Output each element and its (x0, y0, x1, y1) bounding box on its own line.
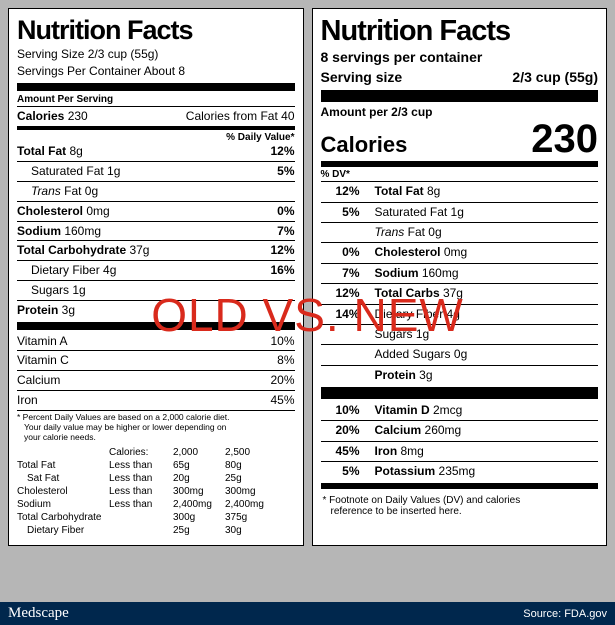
new-footnote: * Footnote on Daily Values (DV) and calo… (321, 491, 599, 521)
old-footnote: * Percent Daily Values are based on a 2,… (17, 412, 295, 443)
footer-bar: Medscape Source: FDA.gov (0, 602, 615, 625)
vitamin-row: 20%Calcium 260mg (321, 422, 599, 439)
divider (17, 106, 295, 107)
guide-row: Sat FatLess than20g25g (17, 472, 295, 485)
nutrient-row: 12%Total Carbs 37g (321, 285, 599, 302)
divider (17, 83, 295, 91)
new-nutrient-rows: 12%Total Fat 8g 5%Saturated Fat 1g Trans F… (321, 183, 599, 384)
old-servings-per: Servings Per Container About 8 (17, 63, 295, 80)
new-calories-row: Calories 230 (321, 119, 599, 159)
divider (321, 161, 599, 167)
new-servings-per: 8 servings per container (321, 48, 599, 68)
old-serving-size: Serving Size 2/3 cup (55g) (17, 46, 295, 63)
guide-row: Dietary Fiber25g30g (17, 524, 295, 537)
vitamin-row: Iron45% (17, 392, 295, 409)
nutrient-row: 0%Cholesterol 0mg (321, 244, 599, 261)
divider (321, 90, 599, 102)
nutrient-row: Protein 3g (17, 302, 295, 319)
nutrient-row: Sodium 160mg7% (17, 223, 295, 240)
old-nutrient-rows: Total Fat 8g12% Saturated Fat 1g5% Trans F… (17, 143, 295, 318)
brand-logo: Medscape (8, 605, 69, 622)
divider (321, 387, 599, 399)
panels-container: Nutrition Facts Serving Size 2/3 cup (55… (0, 0, 615, 546)
old-vitamin-rows: Vitamin A10% Vitamin C8% Calcium20% Iron45% (17, 333, 295, 409)
guide-row: Total Carbohydrate300g375g (17, 511, 295, 524)
nutrient-row: 14%Dietary Fiber 4g (321, 306, 599, 323)
new-title: Nutrition Facts (321, 15, 599, 48)
divider (321, 181, 599, 182)
vitamin-row: 45%Iron 8mg (321, 443, 599, 460)
nutrient-row: Cholesterol 0mg0% (17, 203, 295, 220)
nutrient-row: Protein 3g (321, 367, 599, 384)
nutrient-row: Total Fat 8g12% (17, 143, 295, 160)
vitamin-row: Calcium20% (17, 372, 295, 389)
divider (17, 322, 295, 330)
vitamin-row: 10%Vitamin D 2mcg (321, 402, 599, 419)
guide-row: CholesterolLess than300mg300mg (17, 485, 295, 498)
nutrient-row: Dietary Fiber 4g16% (17, 262, 295, 279)
old-calories-row: Calories 230 Calories from Fat 40 (17, 108, 295, 125)
nutrient-row: 5%Saturated Fat 1g (321, 204, 599, 221)
nutrient-row: 12%Total Fat 8g (321, 183, 599, 200)
vitamin-row: Vitamin C8% (17, 352, 295, 369)
nutrient-row: Saturated Fat 1g5% (17, 163, 295, 180)
new-serving-size: Serving size 2/3 cup (55g) (321, 68, 599, 88)
nutrient-row: Trans Fat 0g (17, 183, 295, 200)
source-text: Source: FDA.gov (523, 608, 607, 620)
old-title: Nutrition Facts (17, 15, 295, 46)
new-label-panel: Nutrition Facts 8 servings per container… (312, 8, 608, 546)
old-amount-per: Amount Per Serving (17, 94, 295, 105)
new-vitamin-rows: 10%Vitamin D 2mcg 20%Calcium 260mg 45%Iron… (321, 402, 599, 481)
nutrient-row: Total Carbohydrate 37g12% (17, 242, 295, 259)
old-dv-header: % Daily Value* (17, 132, 295, 143)
new-dv-header: % DV* (321, 169, 599, 180)
divider (17, 410, 295, 411)
nutrient-row: Added Sugars 0g (321, 346, 599, 363)
guide-row: SodiumLess than2,400mg2,400mg (17, 498, 295, 511)
nutrient-row: Sugars 1g (17, 282, 295, 299)
old-guide-table: Calories:2,0002,500Total FatLess than65g… (17, 446, 295, 537)
nutrient-row: 7%Sodium 160mg (321, 265, 599, 282)
vitamin-row: Vitamin A10% (17, 333, 295, 350)
guide-row: Total FatLess than65g80g (17, 459, 295, 472)
vitamin-row: 5%Potassium 235mg (321, 463, 599, 480)
nutrient-row: Sugars 1g (321, 326, 599, 343)
divider (321, 483, 599, 489)
old-label-panel: Nutrition Facts Serving Size 2/3 cup (55… (8, 8, 304, 546)
nutrient-row: Trans Fat 0g (321, 224, 599, 241)
divider (17, 126, 295, 130)
